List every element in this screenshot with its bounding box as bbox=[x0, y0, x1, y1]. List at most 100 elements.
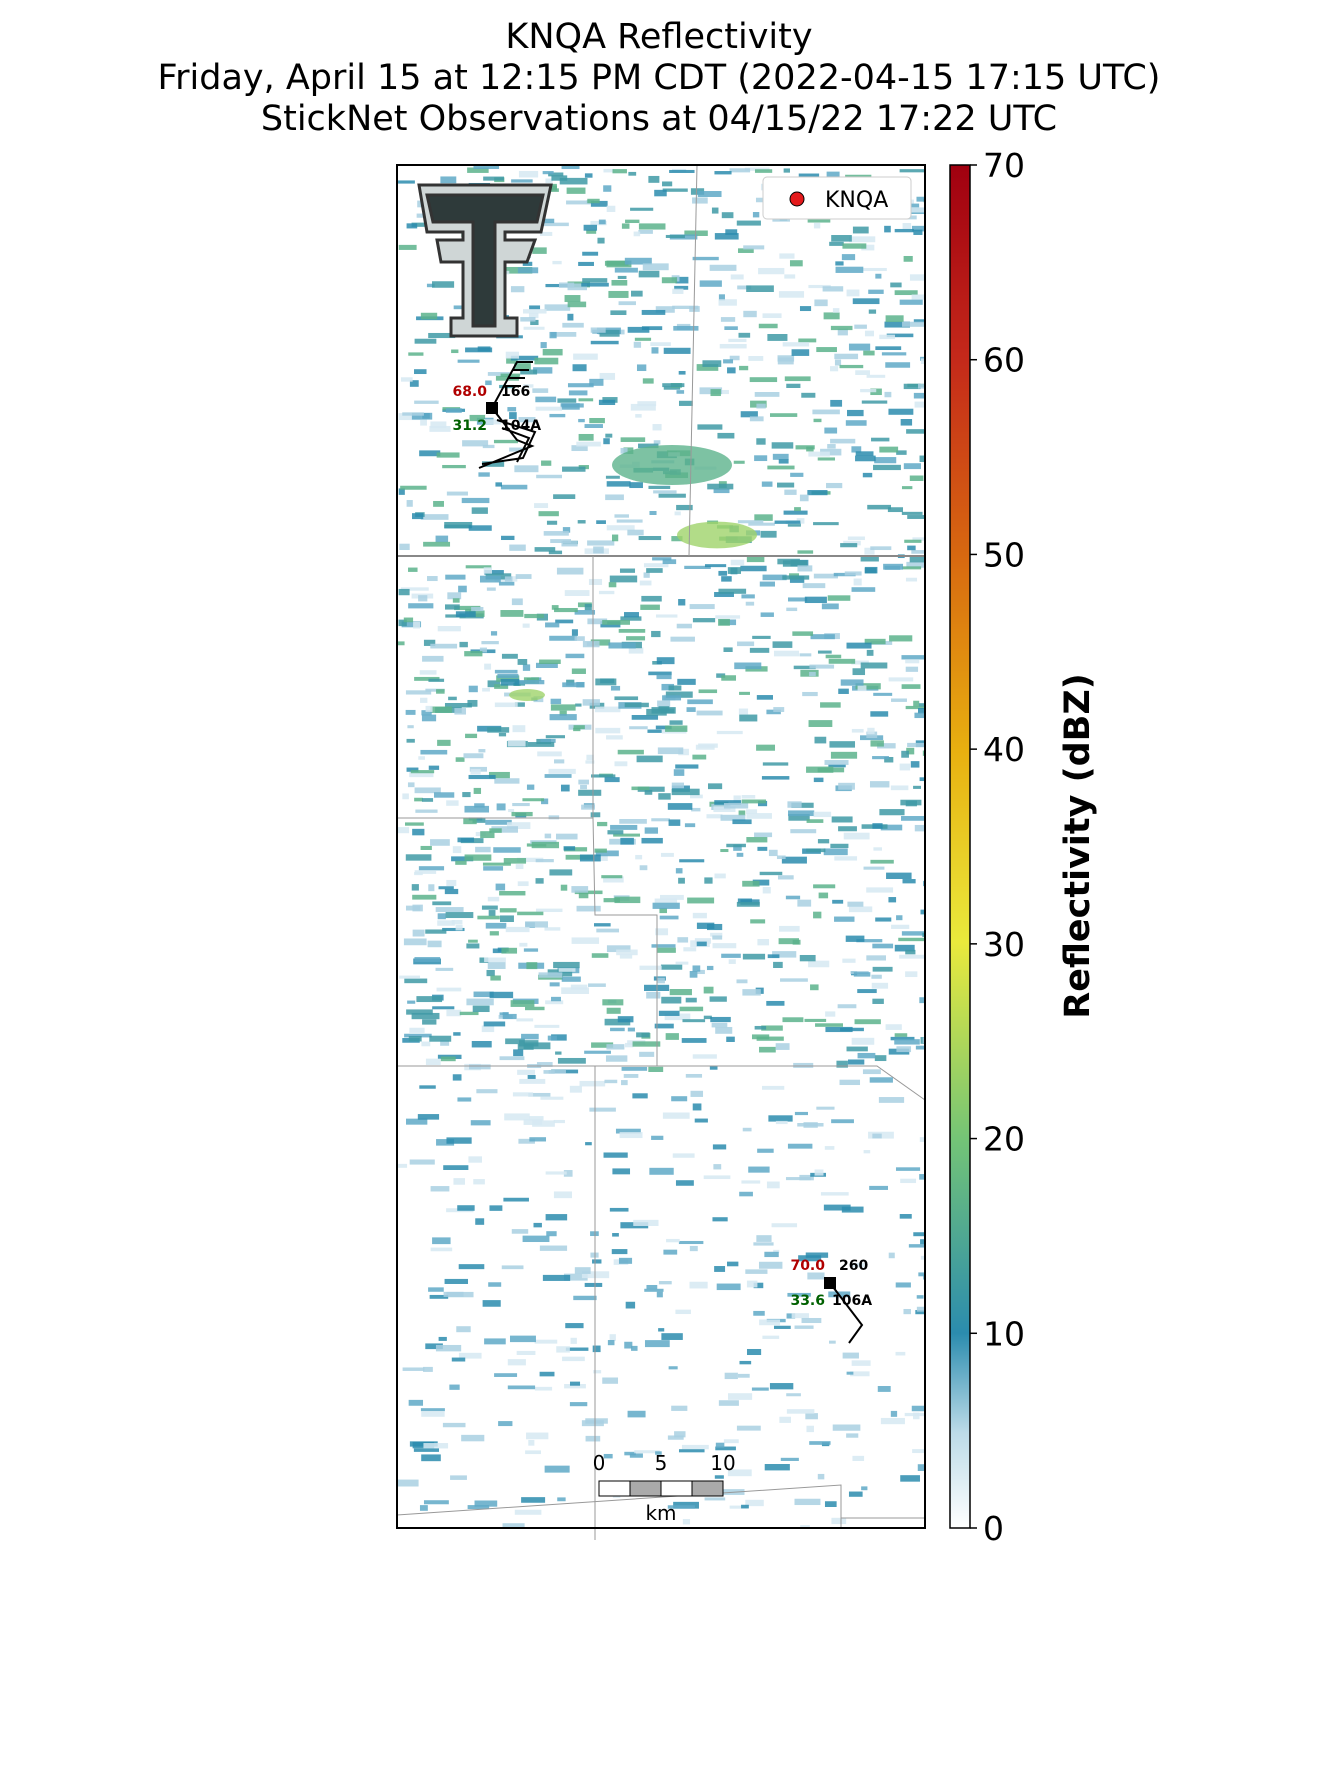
radar-echo bbox=[869, 1077, 893, 1083]
radar-echo bbox=[426, 283, 435, 288]
radar-echo bbox=[501, 535, 515, 541]
radar-echo bbox=[704, 1497, 726, 1501]
radar-echo bbox=[555, 619, 574, 624]
radar-echo bbox=[919, 1174, 925, 1180]
radar-echo bbox=[509, 447, 526, 452]
radar-echo bbox=[499, 915, 514, 922]
radar-echo bbox=[569, 1085, 582, 1093]
radar-echo bbox=[511, 598, 523, 606]
radar-echo bbox=[803, 1122, 818, 1128]
radar-echo bbox=[903, 255, 913, 262]
radar-echo bbox=[799, 653, 812, 657]
radar-echo bbox=[784, 274, 796, 279]
radar-echo bbox=[676, 504, 693, 511]
radar-echo bbox=[813, 884, 836, 889]
radar-echo bbox=[589, 1107, 616, 1112]
radar-echo bbox=[455, 611, 476, 618]
radar-echo bbox=[432, 1237, 451, 1245]
radar-echo bbox=[690, 188, 705, 195]
radar-echo bbox=[555, 833, 578, 840]
radar-echo bbox=[913, 392, 925, 399]
radar-echo bbox=[428, 884, 435, 892]
radar-echo bbox=[777, 482, 795, 488]
radar-echo bbox=[549, 331, 557, 339]
radar-echo bbox=[544, 1465, 570, 1473]
radar-echo bbox=[511, 179, 533, 183]
radar-echo bbox=[834, 353, 859, 360]
radar-echo bbox=[490, 975, 501, 981]
radar-echo bbox=[528, 1092, 551, 1097]
radar-echo bbox=[412, 1441, 435, 1449]
radar-echo bbox=[412, 513, 424, 520]
radar-echo bbox=[896, 1046, 912, 1053]
radar-echo bbox=[901, 486, 913, 490]
radar-echo bbox=[494, 1373, 518, 1377]
radar-echo bbox=[406, 223, 418, 229]
radar-echo bbox=[402, 412, 424, 416]
radar-echo bbox=[846, 289, 860, 297]
radar-echo bbox=[739, 1360, 752, 1365]
radar-echo bbox=[419, 670, 437, 675]
radar-echo bbox=[724, 1372, 738, 1380]
radar-echo bbox=[849, 236, 876, 243]
radar-echo bbox=[421, 1411, 445, 1417]
radar-echo bbox=[418, 756, 425, 760]
radar-echo bbox=[445, 408, 462, 413]
radar-echo bbox=[848, 1491, 863, 1497]
legend-label: KNQA bbox=[825, 188, 888, 213]
radar-echo bbox=[733, 795, 741, 803]
radar-echo bbox=[553, 494, 576, 499]
radar-echo bbox=[671, 782, 685, 789]
radar-echo bbox=[868, 309, 877, 314]
radar-echo bbox=[657, 947, 676, 953]
radar-echo bbox=[446, 491, 468, 496]
radar-echo bbox=[545, 1171, 567, 1175]
radar-echo bbox=[537, 751, 562, 757]
radar-echo bbox=[801, 392, 816, 398]
radar-echo bbox=[704, 564, 727, 568]
radar-echo bbox=[564, 295, 581, 302]
radar-echo bbox=[787, 801, 802, 808]
radar-echo bbox=[797, 899, 812, 907]
radar-echo bbox=[605, 475, 620, 479]
radar-echo bbox=[648, 1066, 664, 1072]
radar-echo bbox=[483, 176, 505, 181]
radar-echo bbox=[752, 635, 771, 639]
radar-echo bbox=[442, 927, 465, 932]
radar-echo bbox=[557, 398, 577, 403]
radar-echo bbox=[423, 1366, 433, 1372]
radar-echo bbox=[466, 943, 480, 949]
radar-echo bbox=[420, 697, 428, 703]
radar-echo bbox=[409, 1159, 435, 1165]
radar-echo bbox=[621, 1066, 648, 1071]
radar-echo bbox=[421, 1454, 441, 1462]
radar-echo bbox=[786, 1409, 815, 1414]
radar-echo bbox=[611, 279, 628, 286]
radar-echo bbox=[841, 254, 856, 261]
radar-core bbox=[509, 689, 545, 701]
radar-echo bbox=[625, 219, 640, 224]
radar-echo bbox=[646, 1284, 658, 1290]
radar-echo bbox=[890, 785, 909, 791]
radar-echo bbox=[529, 1137, 547, 1142]
radar-echo bbox=[847, 536, 865, 541]
radar-echo bbox=[730, 274, 744, 280]
radar-echo bbox=[710, 1016, 731, 1023]
radar-echo bbox=[703, 1175, 731, 1180]
radar-echo bbox=[561, 540, 578, 547]
radar-echo bbox=[601, 875, 623, 879]
radar-echo bbox=[437, 920, 455, 926]
radar-echo bbox=[487, 962, 506, 969]
radar-echo bbox=[420, 1408, 445, 1412]
radar-echo bbox=[526, 784, 535, 790]
radar-echo bbox=[402, 1367, 425, 1371]
radar-echo bbox=[512, 1092, 534, 1097]
radar-echo bbox=[903, 463, 921, 470]
radar-echo bbox=[909, 556, 925, 563]
radar-echo bbox=[657, 977, 665, 984]
radar-echo bbox=[656, 657, 675, 665]
radar-echo bbox=[808, 284, 831, 289]
radar-echo bbox=[590, 639, 611, 646]
radar-echo bbox=[885, 362, 911, 368]
radar-echo bbox=[832, 308, 840, 313]
